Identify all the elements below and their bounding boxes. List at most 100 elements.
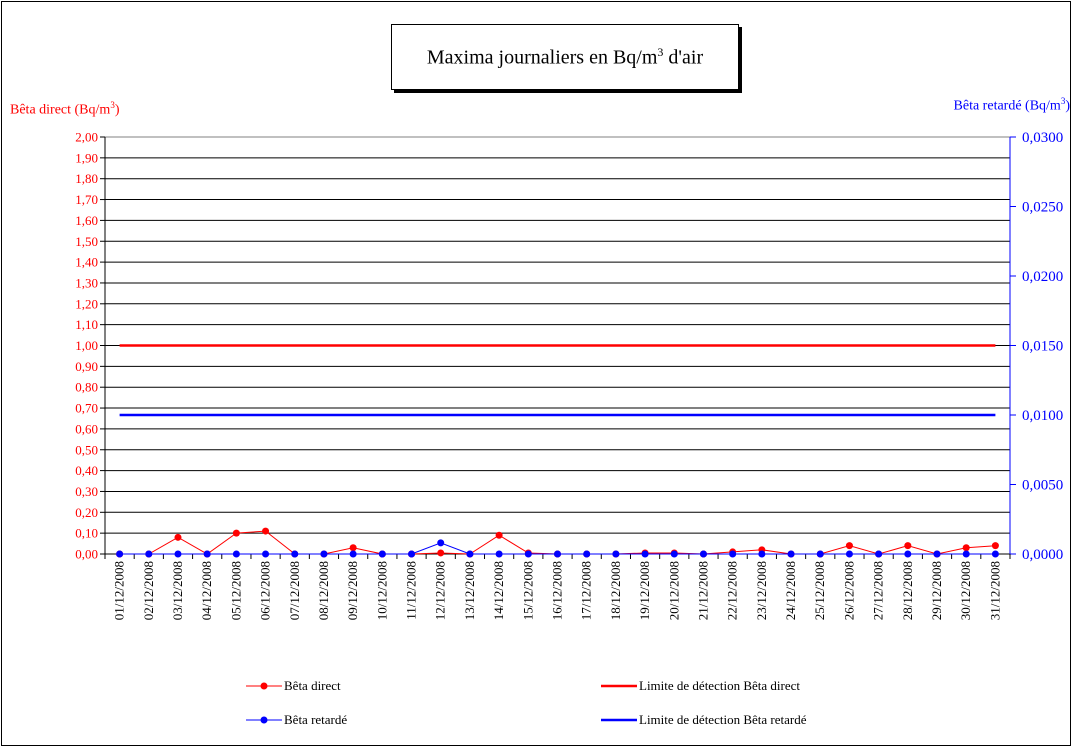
legend-item-beta-direct: Bêta direct	[246, 678, 341, 694]
y-left-tick-label: 1,40	[75, 255, 98, 270]
data-point-beta-direct	[349, 544, 357, 552]
data-point-beta-direct	[495, 531, 503, 539]
chart-title: Maxima journaliers en Bq/m3 d'air	[426, 44, 704, 69]
data-point-beta-retarde	[670, 550, 678, 558]
y-left-tick-label: 1,70	[75, 192, 98, 207]
legend-swatch-beta-retarde	[246, 716, 282, 724]
y-left-tick-label: 1,20	[75, 296, 98, 311]
data-point-beta-direct	[174, 533, 182, 541]
x-tick-label: 22/12/2008	[725, 561, 740, 620]
x-tick-label: 28/12/2008	[900, 561, 915, 620]
data-point-beta-retarde	[787, 550, 795, 558]
data-point-beta-direct	[962, 544, 970, 552]
y-left-tick-label: 0,90	[75, 359, 98, 374]
x-tick-label: 11/12/2008	[404, 561, 419, 620]
data-point-beta-retarde	[116, 550, 124, 558]
data-point-beta-retarde	[524, 550, 532, 558]
y-right-tick-label: 0,0200	[1022, 269, 1063, 285]
x-tick-label: 23/12/2008	[754, 561, 769, 620]
x-tick-label: 25/12/2008	[812, 561, 827, 620]
y-left-tick-label: 0,40	[75, 463, 98, 478]
data-point-beta-retarde	[816, 550, 824, 558]
y-left-tick-label: 1,30	[75, 275, 98, 290]
y-right-tick-label: 0,0000	[1022, 547, 1063, 563]
x-tick-label: 01/12/2008	[112, 561, 127, 620]
y-left-tick-label: 1,80	[75, 171, 98, 186]
x-tick-label: 05/12/2008	[228, 561, 243, 620]
y-left-tick-label: 0,30	[75, 484, 98, 499]
legend-swatch-beta-direct	[246, 682, 282, 690]
x-tick-label: 12/12/2008	[433, 561, 448, 620]
data-point-beta-retarde	[262, 550, 270, 558]
data-point-beta-retarde	[174, 550, 182, 558]
y-left-tick-label: 0,00	[75, 547, 98, 562]
data-point-beta-retarde	[612, 550, 620, 558]
data-point-beta-retarde	[845, 550, 853, 558]
data-point-beta-retarde	[378, 550, 386, 558]
data-point-beta-direct	[262, 527, 270, 535]
data-point-beta-direct	[845, 542, 853, 550]
data-point-beta-direct	[232, 529, 240, 537]
x-tick-label: 10/12/2008	[374, 561, 389, 620]
legend-label-beta-direct: Bêta direct	[284, 678, 341, 693]
legend-label-limite-beta-retarde: Limite de détection Bêta retardé	[639, 712, 807, 727]
x-tick-label: 31/12/2008	[987, 561, 1002, 620]
legend-item-limite-beta-direct: Limite de détection Bêta direct	[601, 678, 800, 694]
data-point-beta-retarde	[495, 550, 503, 558]
x-tick-label: 09/12/2008	[345, 561, 360, 620]
data-point-beta-retarde	[554, 550, 561, 558]
y-left-tick-label: 2,00	[75, 130, 98, 145]
x-tick-label: 19/12/2008	[637, 561, 652, 620]
x-tick-label: 07/12/2008	[287, 561, 302, 620]
y-left-tick-label: 1,90	[75, 150, 98, 165]
x-tick-label: 20/12/2008	[666, 561, 681, 620]
x-tick-label: 03/12/2008	[170, 561, 185, 620]
y-left-tick-label: 0,20	[75, 505, 98, 520]
legend-item-limite-beta-retarde: Limite de détection Bêta retardé	[601, 712, 806, 728]
y-left-tick-label: 0,10	[75, 526, 98, 541]
x-tick-label: 17/12/2008	[579, 561, 594, 620]
x-tick-label: 02/12/2008	[141, 561, 156, 620]
data-point-beta-direct	[904, 542, 912, 550]
data-point-beta-retarde	[583, 550, 591, 558]
x-tick-label: 29/12/2008	[929, 561, 944, 620]
data-point-beta-retarde	[962, 550, 970, 558]
data-point-beta-retarde	[408, 550, 416, 558]
data-point-beta-retarde	[904, 550, 912, 558]
x-tick-label: 08/12/2008	[316, 561, 331, 620]
y-left-tick-label: 0,80	[75, 380, 98, 395]
x-tick-label: 15/12/2008	[520, 561, 535, 620]
chart-title-box: Maxima journaliers en Bq/m3 d'air	[391, 24, 739, 90]
y-right-tick-label: 0,0300	[1022, 130, 1063, 146]
data-point-beta-retarde	[349, 550, 357, 558]
x-tick-label: 16/12/2008	[550, 561, 565, 620]
data-point-beta-retarde	[437, 539, 445, 547]
data-point-beta-retarde	[466, 550, 474, 558]
data-point-beta-retarde	[933, 550, 941, 558]
x-tick-label: 26/12/2008	[841, 561, 856, 620]
data-point-beta-retarde	[729, 550, 737, 558]
y-left-tick-label: 0,60	[75, 421, 98, 436]
y-right-tick-label: 0,0100	[1022, 408, 1063, 424]
data-point-beta-direct	[437, 549, 445, 557]
x-tick-label: 13/12/2008	[462, 561, 477, 620]
legend-swatch-limite-beta-direct	[601, 684, 637, 688]
legend-item-beta-retarde: Bêta retardé	[246, 712, 347, 728]
legend-swatch-limite-beta-retarde	[601, 718, 637, 722]
y-right-tick-label: 0,0050	[1022, 478, 1063, 494]
x-tick-label: 14/12/2008	[491, 561, 506, 620]
data-point-beta-retarde	[203, 550, 211, 558]
data-point-beta-retarde	[145, 550, 153, 558]
y-left-tick-label: 1,10	[75, 317, 98, 332]
legend-label-limite-beta-direct: Limite de détection Bêta direct	[639, 678, 800, 693]
data-point-beta-retarde	[875, 550, 883, 558]
y-right-tick-label: 0,0250	[1022, 200, 1063, 216]
data-point-beta-retarde	[758, 550, 766, 558]
x-tick-label: 06/12/2008	[258, 561, 273, 620]
y-left-tick-label: 0,70	[75, 401, 98, 416]
y-right-tick-label: 0,0150	[1022, 339, 1063, 355]
data-point-beta-retarde	[232, 550, 240, 558]
x-tick-label: 27/12/2008	[871, 561, 886, 620]
data-point-beta-direct	[991, 542, 999, 550]
